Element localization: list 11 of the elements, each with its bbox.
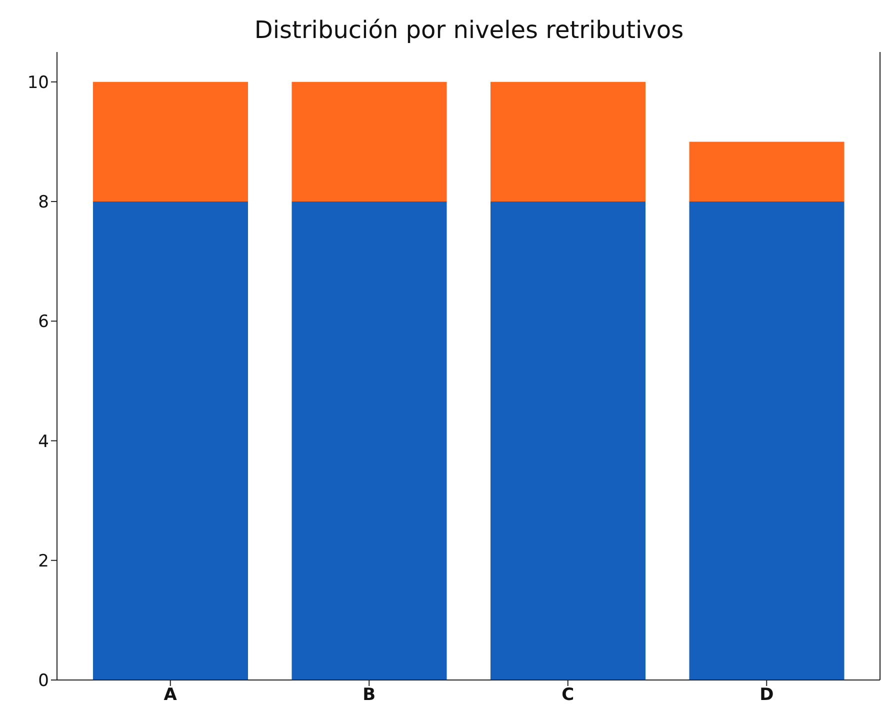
x-tick-label: C bbox=[562, 685, 574, 706]
y-tick-label: 8 bbox=[38, 192, 49, 213]
y-tick-label: 6 bbox=[38, 312, 49, 332]
x-tick-label: A bbox=[164, 685, 178, 706]
y-tick-label: 4 bbox=[38, 432, 49, 452]
y-tick-label: 0 bbox=[38, 671, 49, 692]
x-tick-label: B bbox=[362, 685, 376, 706]
y-tick-label: 10 bbox=[27, 72, 49, 93]
y-tick-label: 2 bbox=[38, 551, 49, 572]
chart-title: Distribución por niveles retributivos bbox=[253, 16, 685, 44]
x-tick-label: D bbox=[760, 685, 774, 706]
